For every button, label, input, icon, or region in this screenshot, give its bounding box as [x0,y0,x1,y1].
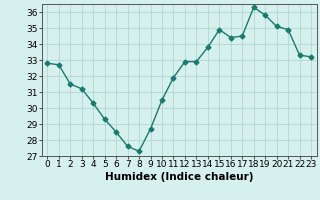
X-axis label: Humidex (Indice chaleur): Humidex (Indice chaleur) [105,172,253,182]
